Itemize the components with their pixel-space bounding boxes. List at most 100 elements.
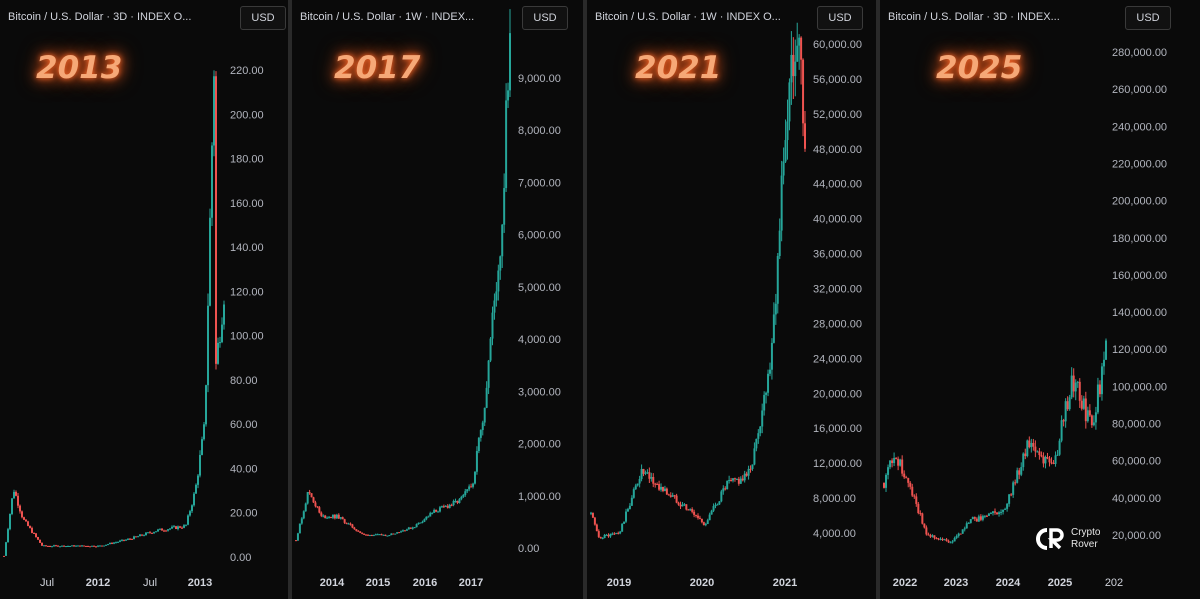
- candle-body: [605, 534, 608, 536]
- candle-body: [456, 500, 459, 503]
- candle-body: [685, 504, 688, 510]
- candle-body: [1090, 415, 1093, 426]
- candle-body: [370, 535, 373, 537]
- candle-body: [355, 529, 358, 531]
- candle-body: [435, 509, 438, 512]
- candle-body: [1022, 453, 1025, 468]
- candle-body: [175, 526, 177, 529]
- y-tick-label: 40,000.00: [813, 214, 862, 226]
- y-tick-label: 2,000.00: [518, 439, 561, 451]
- y-tick-label: 4,000.00: [518, 334, 561, 346]
- candle-body: [29, 525, 31, 528]
- candle-body: [477, 437, 480, 452]
- cr-logo-icon: [1036, 528, 1064, 550]
- currency-button[interactable]: USD: [522, 6, 568, 30]
- price-chart: 4,000.00 8,000.00 12,000.00 16,000.00 20,000…: [590, 22, 862, 589]
- candle-body: [679, 504, 682, 507]
- currency-button[interactable]: USD: [240, 6, 286, 30]
- symbol-header: Bitcoin / U.S. Dollar · 1W · INDEX O...: [595, 11, 781, 23]
- y-tick-label: 1,000.00: [518, 491, 561, 503]
- candle-body: [658, 484, 661, 490]
- candle-body: [957, 533, 960, 536]
- candle-body: [1016, 470, 1019, 483]
- candle-body: [611, 533, 614, 535]
- candle-body: [1056, 454, 1059, 456]
- candle-body: [706, 520, 709, 525]
- y-tick-label: 8,000.00: [518, 125, 561, 137]
- candle-body: [975, 518, 978, 522]
- candle-body: [794, 61, 797, 77]
- candle-body: [1002, 509, 1005, 512]
- y-tick-label: 0.00: [230, 552, 251, 564]
- candle-body: [1058, 440, 1061, 455]
- candle-body: [31, 527, 33, 533]
- candle-body: [181, 527, 183, 529]
- currency-button[interactable]: USD: [1125, 6, 1171, 30]
- candle-body: [472, 483, 475, 487]
- candle-body: [778, 230, 781, 257]
- candle-body: [171, 526, 173, 529]
- candle-body: [1000, 511, 1003, 513]
- candle-body: [792, 54, 795, 77]
- candle-body: [1034, 446, 1037, 452]
- candle-body: [409, 527, 412, 529]
- candle-body: [770, 342, 773, 370]
- candle-body: [1094, 412, 1097, 423]
- candle-body: [1048, 458, 1051, 463]
- candle-body: [1086, 410, 1089, 422]
- candle-body: [372, 535, 375, 537]
- candle-body: [759, 426, 762, 434]
- candle-body: [153, 532, 155, 534]
- candle-body: [913, 495, 916, 497]
- candle-body: [339, 517, 342, 519]
- x-tick-label: 2023: [944, 577, 968, 589]
- candle-body: [5, 542, 7, 556]
- candle-body: [718, 501, 721, 505]
- candle-body: [1084, 398, 1087, 422]
- candle-body: [139, 534, 141, 537]
- candle-body: [37, 536, 39, 540]
- candle-body: [774, 303, 777, 315]
- candle-body: [61, 545, 63, 547]
- candle-body: [1060, 420, 1063, 441]
- candle-body: [335, 514, 338, 519]
- candle-body: [951, 541, 954, 543]
- candle-body: [1054, 455, 1057, 464]
- candle-body: [306, 492, 309, 504]
- candle-body: [464, 491, 467, 496]
- candle-body: [119, 540, 121, 542]
- currency-button[interactable]: USD: [817, 6, 863, 30]
- candle-body: [1088, 410, 1091, 416]
- candle-body: [1026, 440, 1029, 457]
- candle-body: [21, 511, 23, 518]
- x-tick-label: 2025: [1048, 577, 1072, 589]
- candle-body: [767, 373, 770, 393]
- candle-body: [1070, 375, 1073, 398]
- candle-body: [326, 517, 329, 519]
- candle-body: [915, 496, 918, 504]
- candle-body: [398, 532, 401, 534]
- y-tick-label: 5,000.00: [518, 282, 561, 294]
- candle-body: [1078, 381, 1081, 401]
- candle-body: [673, 495, 676, 497]
- candle-body: [177, 526, 179, 529]
- candle-body: [893, 457, 896, 464]
- y-tick-label: 80.00: [230, 375, 258, 387]
- y-tick-label: 0.00: [518, 543, 539, 555]
- candle-body: [207, 305, 209, 386]
- candle-body: [996, 512, 999, 514]
- candle-body: [419, 522, 422, 524]
- candle-body: [65, 546, 67, 548]
- watermark: Crypto Rover: [1035, 527, 1100, 551]
- candle-body: [53, 545, 55, 547]
- candle-body: [415, 524, 418, 528]
- y-tick-label: 160,000.00: [1112, 270, 1167, 282]
- candle-body: [619, 531, 622, 534]
- candle-body: [63, 545, 65, 547]
- year-label: 2017: [334, 50, 421, 86]
- y-tick-label: 28,000.00: [813, 318, 862, 330]
- candle-body: [911, 486, 914, 496]
- candle-body: [73, 545, 75, 547]
- candle-body: [217, 342, 219, 364]
- candle-body: [386, 535, 389, 537]
